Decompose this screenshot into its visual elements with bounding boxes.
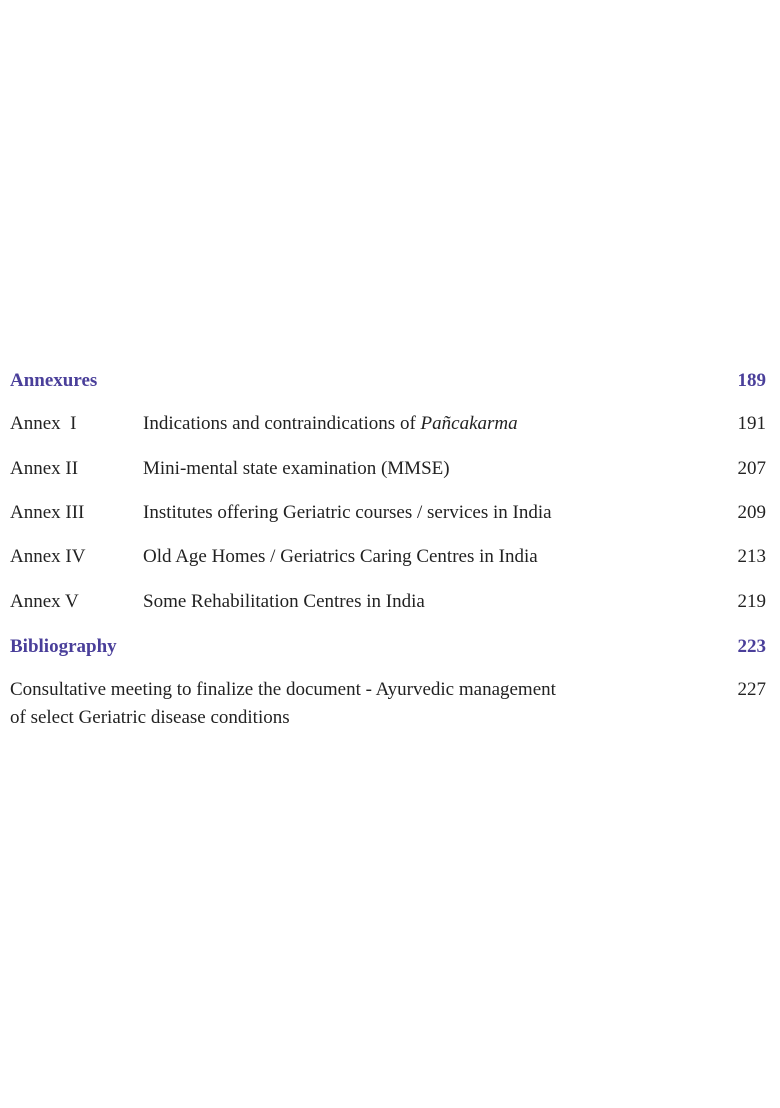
annex-label: Annex II [10,458,79,479]
page-number: 191 [737,413,767,434]
annex-label: Annex IV [10,546,86,567]
annex-title: Indications and contraindications of Pañ… [143,413,518,435]
page-number: 209 [737,502,767,523]
title-text: Indications and contraindications of [143,413,421,434]
annex-title: Mini-mental state examination (MMSE) [143,458,450,479]
annex-label: Annex I [10,413,77,434]
section-title: Annexures [10,370,98,391]
page-number: 223 [737,636,767,657]
annex-title: Institutes offering Geriatric courses / … [143,502,552,523]
page-number: 213 [737,546,767,567]
annex-title: Some Rehabilitation Centres in India [143,591,425,612]
annex-label: Annex V [10,591,79,612]
page-number: 207 [737,458,767,479]
toc-consultative[interactable]: Consultative meeting to finalize the doc… [10,676,766,732]
annex-label: Annex III [10,502,85,523]
page-number: 227 [737,679,767,700]
title-italic: Pañcakarma [420,413,518,434]
annex-title: Old Age Homes / Geriatrics Caring Centre… [143,546,538,567]
page-number: 189 [737,370,767,391]
entry-line-1: Consultative meeting to finalize the doc… [10,679,556,700]
page-number: 219 [737,591,767,612]
entry-line-2: of select Geriatric disease conditions [10,707,290,728]
section-title: Bibliography [10,636,117,657]
